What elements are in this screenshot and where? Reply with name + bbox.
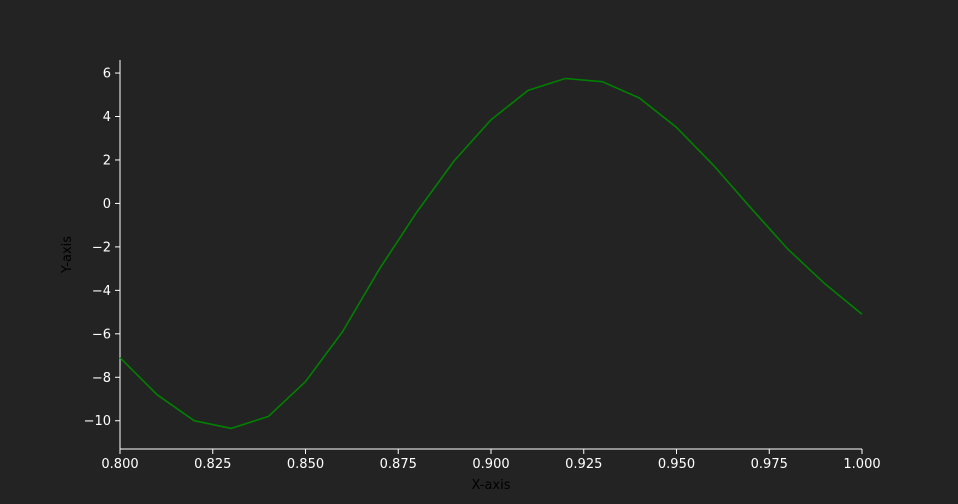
y-tick-label: −4 xyxy=(92,284,111,299)
x-axis-label: X-axis xyxy=(472,478,511,493)
x-tick-label: 0.850 xyxy=(287,457,324,472)
y-axis-ticks: −10 −8 −6 −4 −2 0 2 4 6 xyxy=(84,67,120,429)
x-tick-label: 1.000 xyxy=(843,457,880,472)
y-tick-label: 4 xyxy=(103,110,111,125)
y-tick-label: 6 xyxy=(103,67,111,82)
x-tick-label: 0.825 xyxy=(194,457,231,472)
y-tick-label: −2 xyxy=(92,240,111,255)
x-tick-label: 0.900 xyxy=(472,457,509,472)
x-axis-ticks: 0.800 0.825 0.850 0.875 0.900 0.925 0.950 0.975… xyxy=(101,449,881,472)
series-line xyxy=(119,77,863,430)
y-tick-label: −8 xyxy=(92,371,111,386)
y-tick-label: −10 xyxy=(84,414,111,429)
y-tick-label: −6 xyxy=(92,327,111,342)
x-tick-label: 0.875 xyxy=(380,457,417,472)
x-tick-label: 0.950 xyxy=(658,457,695,472)
y-axis-label: Y-axis xyxy=(60,236,75,274)
y-tick-label: 2 xyxy=(103,153,111,168)
x-tick-label: 0.925 xyxy=(565,457,602,472)
x-tick-label: 0.975 xyxy=(751,457,788,472)
y-tick-label: 0 xyxy=(103,197,111,212)
x-tick-label: 0.800 xyxy=(101,457,138,472)
